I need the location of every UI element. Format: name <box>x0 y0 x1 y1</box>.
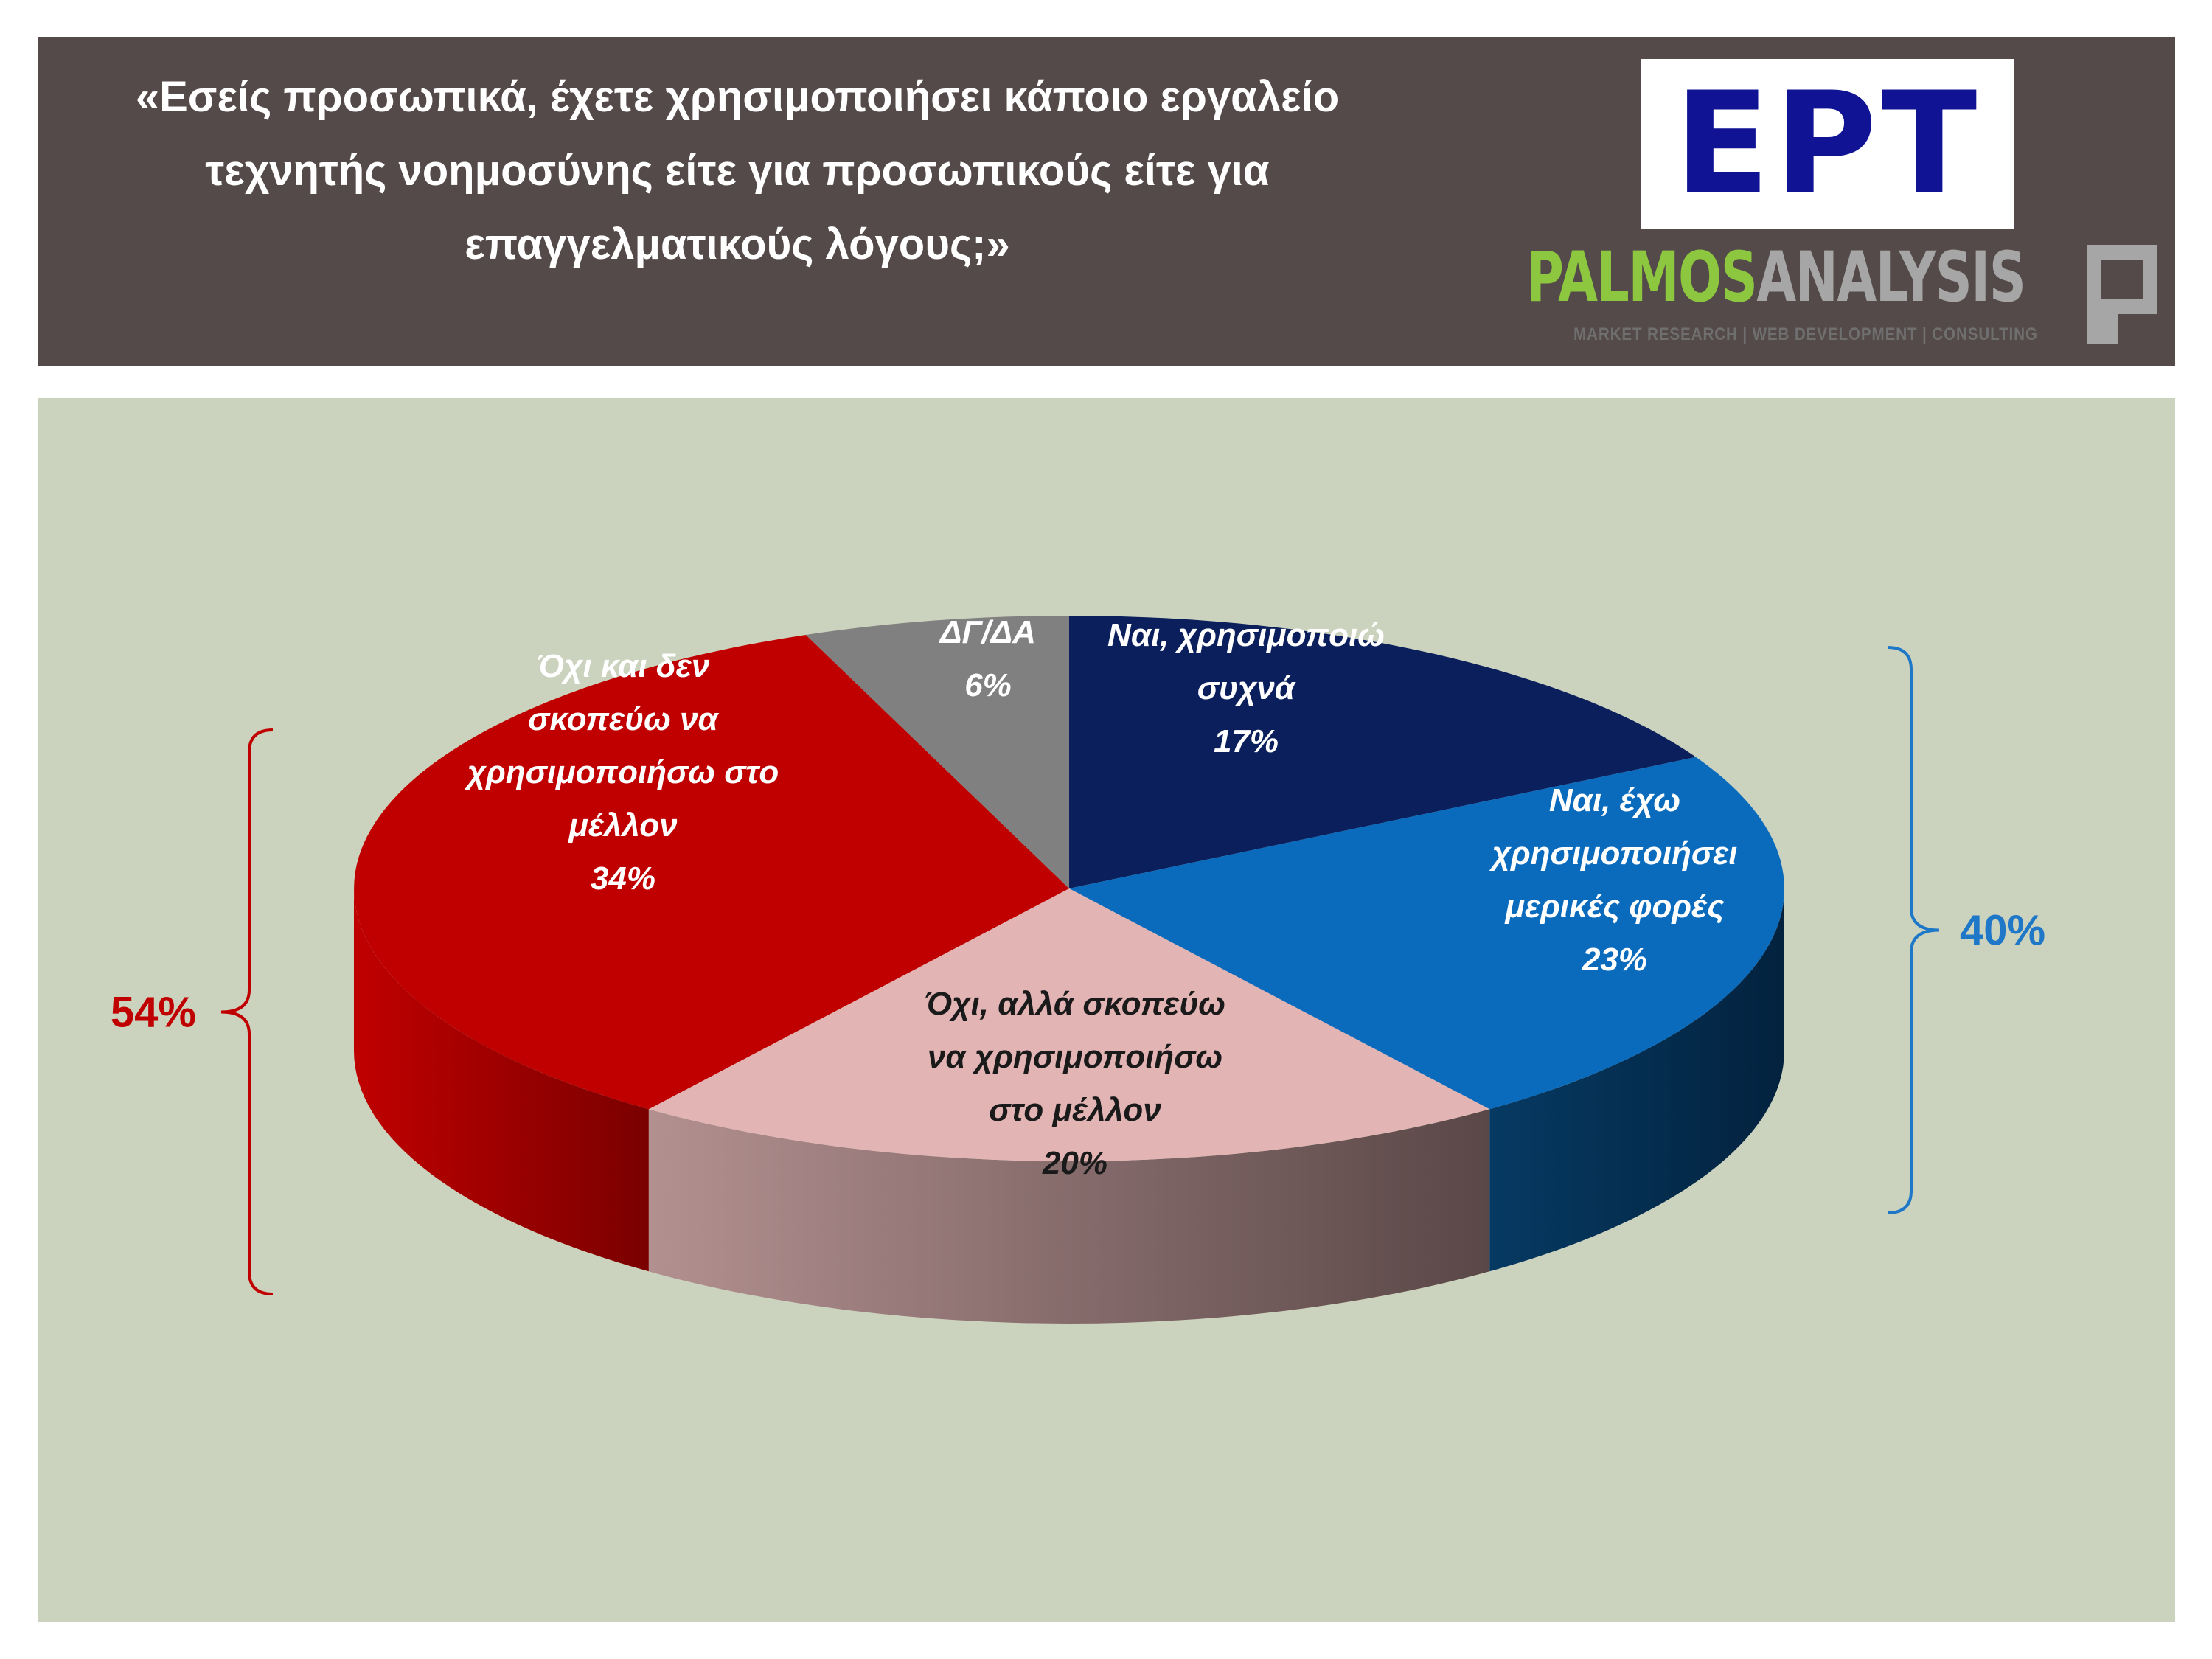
pie-side-plan-to-use <box>648 1109 1490 1324</box>
slice-value-label-plan-to-use: 20% <box>1042 1145 1107 1181</box>
palmos-logo-wordmark: PALMOSANALYSIS <box>1526 237 2026 318</box>
slice-label-plan-to-use-line-2: να χρησιμοποιήσω <box>928 1039 1222 1075</box>
yes-group-bracket <box>1887 646 1940 1214</box>
palmos-p-mark-icon <box>2087 245 2157 344</box>
pie-slice-use-often <box>1069 616 1696 888</box>
title-line-1: «Εσείς προσωπικά, έχετε χρησιμοποιήσει κ… <box>135 73 1340 121</box>
slice-label-dont-know-line-1: ΔΓ/ΔΑ <box>939 614 1036 650</box>
pie-slice-not-plan-to-use <box>354 635 1069 1110</box>
slice-label-not-plan-to-use-line-2: σκοπεύω να <box>528 701 719 737</box>
no-group-total-label: 54% <box>111 989 196 1037</box>
slice-label-plan-to-use-line-1: Όχι, αλλά σκοπεύω <box>925 986 1225 1022</box>
slice-value-label-not-plan-to-use: 34% <box>591 860 655 897</box>
title-line-2: τεχνητής νοημοσύνης είτε για προσωπικούς… <box>205 147 1270 195</box>
slice-label-not-plan-to-use-line-4: μέλλον <box>567 807 678 844</box>
slice-label-used-sometimes-line-3: μερικές φορές <box>1504 888 1725 925</box>
pie-side-not-plan-to-use <box>354 888 649 1272</box>
palmos-logo-word-1: PALMOS <box>1526 237 1758 318</box>
slice-value-label-dont-know: 6% <box>964 667 1012 703</box>
palmos-logo-tagline: MARKET RESEARCH | WEB DEVELOPMENT | CONS… <box>1573 324 2038 344</box>
pie-slice-dont-know <box>805 616 1069 888</box>
pie-slice-plan-to-use <box>648 888 1490 1161</box>
slice-label-not-plan-to-use-line-3: χρησιμοποιήσω στο <box>465 754 779 790</box>
slice-label-used-sometimes-line-1: Ναι, έχω <box>1549 782 1680 818</box>
no-group-bracket <box>220 728 274 1295</box>
ert-logo-text: ΕΡΤ <box>1674 62 1982 225</box>
slice-value-label-use-often: 17% <box>1214 723 1279 759</box>
slice-label-plan-to-use-line-3: στο μέλλον <box>989 1092 1161 1128</box>
title-line-3: επαγγελματικούς λόγους;» <box>465 220 1010 268</box>
slice-value-label-used-sometimes: 23% <box>1582 942 1647 978</box>
survey-question-title: «Εσείς προσωπικά, έχετε χρησιμοποιήσει κ… <box>44 60 1430 282</box>
slice-label-not-plan-to-use-line-1: Όχι και δεν <box>537 648 710 684</box>
pie-side-used-sometimes <box>1489 888 1784 1272</box>
slice-label-use-often-line-2: συχνά <box>1197 670 1296 706</box>
slice-label-used-sometimes-line-2: χρησιμοποιήσει <box>1489 835 1738 872</box>
palmos-logo-word-2: ANALYSIS <box>1756 237 2025 318</box>
yes-group-total-label: 40% <box>1960 907 2045 955</box>
ert-logo: ΕΡΤ <box>1641 59 2014 229</box>
palmos-analysis-logo: PALMOSANALYSIS MARKET RESEARCH | WEB DEV… <box>1526 237 2160 348</box>
pie-slice-used-sometimes <box>1069 757 1784 1110</box>
slice-label-use-often-line-1: Ναι, χρησιμοποιώ <box>1107 617 1385 653</box>
